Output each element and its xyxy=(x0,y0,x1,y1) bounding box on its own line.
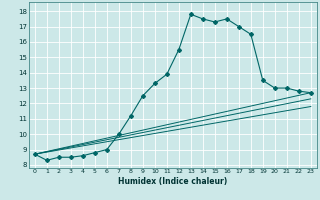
X-axis label: Humidex (Indice chaleur): Humidex (Indice chaleur) xyxy=(118,177,228,186)
